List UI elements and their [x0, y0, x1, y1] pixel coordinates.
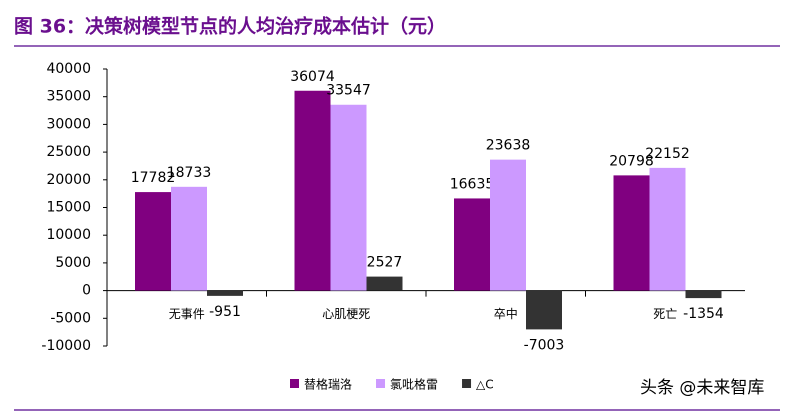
y-tick-label: -10000	[41, 338, 91, 354]
bar	[294, 90, 331, 291]
legend-label: 氯吡格雷	[390, 377, 438, 392]
y-tick-label: 40000	[46, 61, 91, 77]
y-tick-label: -5000	[50, 310, 91, 326]
data-label: 18733	[167, 165, 212, 181]
bar	[649, 167, 686, 291]
bar	[171, 186, 207, 291]
y-tick-label: 25000	[46, 144, 91, 160]
bar	[526, 290, 562, 330]
data-label: 23638	[486, 138, 531, 154]
data-label: 22152	[645, 146, 690, 162]
bar	[207, 290, 243, 296]
data-label: -951	[209, 304, 241, 320]
data-label: 2527	[367, 255, 403, 271]
bar	[135, 192, 171, 291]
x-tick-label: 卒中	[494, 306, 518, 321]
y-tick-label: 5000	[55, 255, 91, 271]
legend-swatch	[376, 379, 386, 388]
bar	[490, 159, 526, 291]
legend-label: 替格瑞洛	[304, 377, 352, 392]
x-tick-label: 死亡	[653, 307, 677, 321]
y-tick-label: 30000	[46, 116, 91, 132]
data-label: 36074	[290, 69, 335, 85]
bar	[613, 175, 650, 291]
data-label: 33547	[326, 83, 371, 99]
data-label: -1354	[683, 306, 724, 322]
bar	[685, 290, 722, 299]
legend-swatch	[290, 379, 299, 388]
bar	[330, 104, 367, 291]
y-tick-label: 35000	[46, 89, 91, 105]
y-tick-label: 0	[82, 283, 91, 299]
y-tick-label: 15000	[46, 200, 91, 216]
legend-swatch	[462, 379, 472, 388]
x-tick-label: 无事件	[169, 307, 205, 321]
data-label: -7003	[524, 337, 565, 353]
x-tick-label: 心肌梗死	[322, 306, 370, 321]
legend-label: △C	[476, 378, 494, 392]
chart-title: 图 36：决策树模型节点的人均治疗成本估计（元）	[14, 15, 446, 38]
data-label: 20798	[609, 153, 654, 169]
watermark: 头条 @未来智库	[640, 378, 764, 398]
bar	[366, 276, 403, 291]
y-tick-label: 10000	[46, 227, 91, 243]
data-label: 17782	[131, 170, 176, 186]
bar	[454, 198, 490, 291]
y-tick-label: 20000	[46, 172, 91, 188]
data-label: 16635	[450, 176, 495, 192]
